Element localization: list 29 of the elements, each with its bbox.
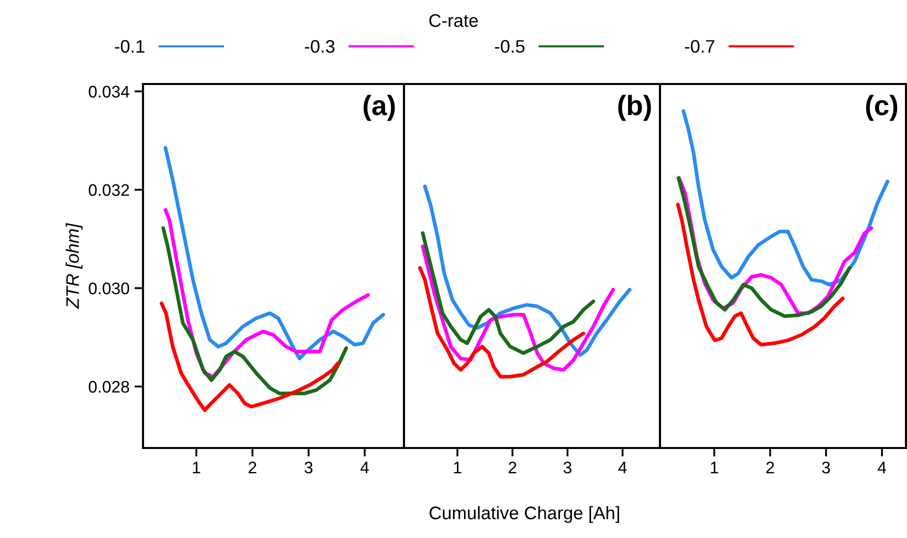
legend-label: -0.3 <box>304 40 334 53</box>
x-tick-label: 3 <box>304 462 312 474</box>
legend-label: -0.7 <box>684 40 714 53</box>
x-tick-label: 2 <box>508 462 516 474</box>
y-tick-label: 0.028 <box>88 380 130 393</box>
x-tick-label: 4 <box>618 462 627 474</box>
y-tick-label: 0.030 <box>88 282 130 294</box>
x-tick-label: 2 <box>766 462 774 474</box>
line-series <box>164 146 386 360</box>
annotation: (c) <box>866 94 898 121</box>
legend-label: -0.5 <box>494 40 524 53</box>
annotation: (b) <box>618 94 651 121</box>
legend-title: C-rate <box>429 14 478 27</box>
y-tick-label: 0.032 <box>88 184 129 196</box>
annotation: (a) <box>364 94 395 121</box>
x-tick-label: 3 <box>822 462 830 474</box>
x-tick-label: 2 <box>248 462 256 474</box>
x-axis-title: Cumulative Charge [Ah] <box>430 506 620 523</box>
legend-label: -0.1 <box>114 40 144 53</box>
x-tick-label: 1 <box>192 462 200 474</box>
x-tick-label: 4 <box>360 462 369 474</box>
x-tick-label: 3 <box>564 462 572 474</box>
y-tick-label: 0.034 <box>88 86 130 98</box>
line-series <box>161 226 348 396</box>
y-axis-title: ZTR [ohm] <box>66 223 83 309</box>
x-tick-label: 4 <box>878 462 886 474</box>
line-series <box>160 302 340 412</box>
x-tick-label: 1 <box>454 462 462 474</box>
x-tick-label: 1 <box>710 462 718 474</box>
